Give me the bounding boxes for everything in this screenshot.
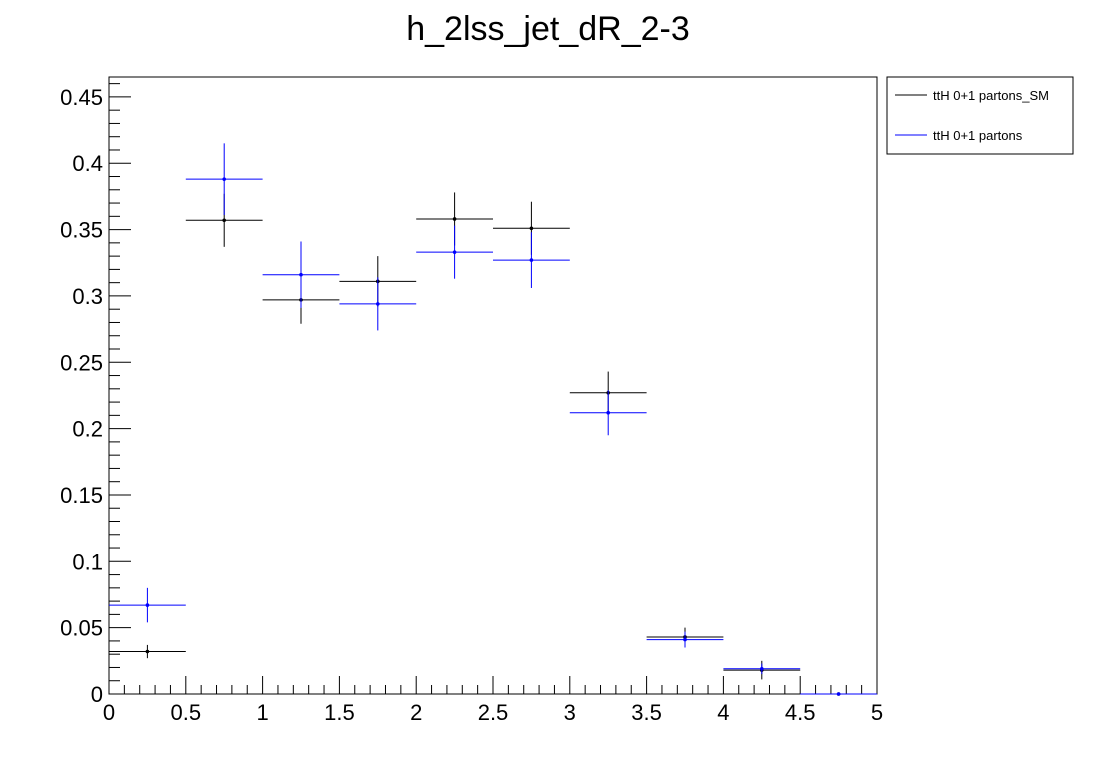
- y-tick-label: 0.4: [72, 151, 103, 176]
- y-tick-label: 0.2: [72, 417, 103, 442]
- chart-title: h_2lss_jet_dR_2-3: [406, 10, 690, 48]
- x-tick-label: 5: [871, 700, 883, 725]
- data-point: [376, 302, 380, 306]
- plot-area: 0 0.5 1 1.5 2 2.5 3 3.5 4 4.5 5 0 0.05 0.1 0.15 0.2 0.25…: [60, 76, 883, 725]
- legend-label: ttH 0+1 partons_SM: [933, 88, 1049, 103]
- x-tick-label: 1.5: [324, 700, 355, 725]
- series-1: [109, 192, 877, 696]
- data-point: [299, 272, 303, 277]
- y-tick-label: 0.35: [60, 218, 103, 243]
- legend-box: [886, 76, 1074, 155]
- y-tick-label: 0.1: [72, 549, 103, 574]
- x-tick-label: 4.5: [785, 700, 816, 725]
- data-point: [529, 258, 534, 262]
- y-tick-label: 0.45: [60, 85, 103, 110]
- x-tick-label: 3: [564, 700, 576, 725]
- x-tick-label: 1: [256, 700, 268, 725]
- x-tick-label: 3.5: [631, 700, 662, 725]
- legend-label: ttH 0+1 partons: [933, 128, 1023, 143]
- data-point: [529, 226, 534, 231]
- data-point: [760, 666, 764, 671]
- y-tick-label: 0.25: [60, 350, 103, 375]
- data-point: [683, 637, 687, 642]
- y-tick-label: 0.3: [72, 284, 103, 309]
- x-tick-label: 0: [103, 700, 115, 725]
- data-point: [606, 410, 610, 415]
- x-tick-label: 4: [717, 700, 729, 725]
- data-point: [452, 217, 457, 221]
- data-point: [145, 649, 150, 654]
- data-point: [222, 218, 226, 223]
- data-point: [145, 603, 150, 607]
- series-2: [109, 143, 877, 696]
- x-tick-label: 0.5: [171, 700, 202, 725]
- y-tick-label: 0.15: [60, 483, 103, 508]
- data-point: [222, 177, 226, 181]
- y-tick-label: 0.05: [60, 616, 103, 641]
- data-point: [836, 692, 841, 696]
- y-tick-label: 0: [91, 682, 103, 707]
- x-tick-label: 2: [410, 700, 422, 725]
- legend: ttH 0+1 partons_SM ttH 0+1 partons: [886, 76, 1074, 155]
- data-point: [452, 250, 457, 254]
- x-tick-label: 2.5: [478, 700, 509, 725]
